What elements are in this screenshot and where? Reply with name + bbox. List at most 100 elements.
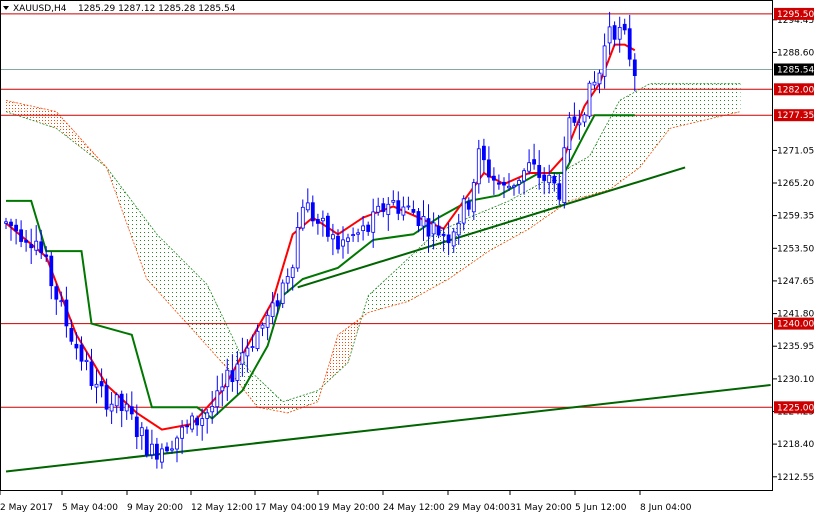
- candle: [290, 264, 295, 291]
- candle-body: [617, 26, 622, 40]
- candle-body: [627, 28, 632, 60]
- candle: [255, 324, 260, 352]
- candle: [361, 216, 366, 241]
- candle: [421, 200, 426, 241]
- x-tick-label: 8 Jun 04:00: [640, 503, 692, 513]
- candle-body: [124, 403, 129, 412]
- candle-body: [411, 208, 416, 213]
- candle-body: [185, 425, 190, 428]
- candle: [411, 200, 416, 215]
- candle-body: [74, 343, 79, 349]
- candle: [205, 408, 210, 434]
- candle: [336, 229, 340, 254]
- candle: [532, 143, 536, 170]
- trendline: [5, 384, 771, 473]
- candle-body: [366, 224, 371, 232]
- x-tick-label: 19 May 20:00: [318, 503, 380, 513]
- candle: [471, 178, 476, 220]
- candle: [129, 391, 134, 420]
- candle-body: [154, 443, 159, 460]
- candle-body: [476, 148, 481, 185]
- y-tick-label: 1288.60: [777, 48, 814, 58]
- candle: [351, 227, 356, 242]
- candle: [456, 213, 461, 245]
- candle-body: [537, 164, 542, 178]
- candle-body: [265, 314, 270, 328]
- level-price-label: 1225.00: [777, 403, 814, 413]
- candle: [527, 149, 531, 175]
- ohlc-values: 1285.29 1287.12 1285.28 1285.54: [78, 4, 236, 14]
- candle: [84, 351, 89, 371]
- cloud-bear-region: [322, 318, 361, 386]
- candle: [542, 167, 547, 195]
- candle: [632, 53, 637, 92]
- candle-body: [4, 221, 8, 224]
- candle-body: [466, 201, 471, 210]
- candle: [235, 351, 240, 395]
- dropdown-triangle-icon[interactable]: [3, 6, 9, 10]
- candle: [119, 390, 124, 428]
- candle-body: [134, 416, 139, 438]
- x-tick-label: 17 May 04:00: [255, 503, 317, 513]
- candle-body: [386, 203, 391, 215]
- candle-body: [436, 225, 441, 236]
- candle: [39, 229, 44, 259]
- level-price-label: 1295.50: [777, 10, 814, 20]
- candle: [99, 368, 104, 398]
- candle: [552, 172, 557, 192]
- candle-body: [451, 231, 456, 247]
- candle: [612, 21, 617, 47]
- candle-body: [84, 359, 89, 362]
- candle-body: [532, 159, 536, 165]
- level-price-label: 1277.35: [777, 111, 814, 121]
- candle-body: [235, 363, 240, 381]
- candle: [436, 214, 441, 239]
- candle-body: [371, 211, 376, 233]
- level-price-label-bg: [774, 401, 814, 414]
- candle-body: [461, 198, 466, 224]
- candle-body: [567, 117, 572, 150]
- candle: [391, 190, 396, 206]
- candle-body: [622, 23, 627, 31]
- candle-body: [356, 232, 361, 235]
- candle: [376, 197, 381, 216]
- candle-body: [49, 255, 54, 287]
- candle: [34, 225, 39, 256]
- candle: [175, 435, 179, 463]
- candle: [330, 223, 335, 256]
- candle: [431, 212, 436, 250]
- candle-body: [542, 174, 547, 181]
- candle: [215, 375, 220, 415]
- candle: [195, 415, 200, 436]
- candle-body: [336, 235, 340, 250]
- candle: [154, 437, 159, 469]
- candle-body: [391, 199, 396, 203]
- candle-body: [119, 393, 124, 412]
- candle: [14, 218, 19, 245]
- y-tick-label: 1212.55: [777, 473, 814, 483]
- candle-body: [406, 205, 411, 208]
- candle-body: [220, 386, 225, 392]
- candle: [502, 177, 506, 198]
- candle-body: [144, 429, 149, 456]
- horizontal-levels: [0, 13, 773, 408]
- candle-body: [597, 72, 602, 85]
- candle: [507, 173, 511, 191]
- candle: [461, 195, 466, 231]
- plot-border: [0, 0, 773, 491]
- candle: [547, 164, 552, 194]
- candle: [165, 442, 169, 454]
- candle: [567, 112, 572, 163]
- candle-body: [341, 239, 345, 247]
- candle-body: [149, 443, 154, 456]
- candle-body: [94, 383, 99, 388]
- candle-body: [270, 302, 275, 317]
- cloud-bear-region: [6, 100, 105, 166]
- candle-body: [330, 234, 335, 240]
- candle-body: [165, 446, 169, 452]
- candle: [371, 198, 376, 248]
- cloud-span-a-line: [5, 83, 741, 403]
- candle: [597, 69, 602, 94]
- candle: [114, 392, 119, 414]
